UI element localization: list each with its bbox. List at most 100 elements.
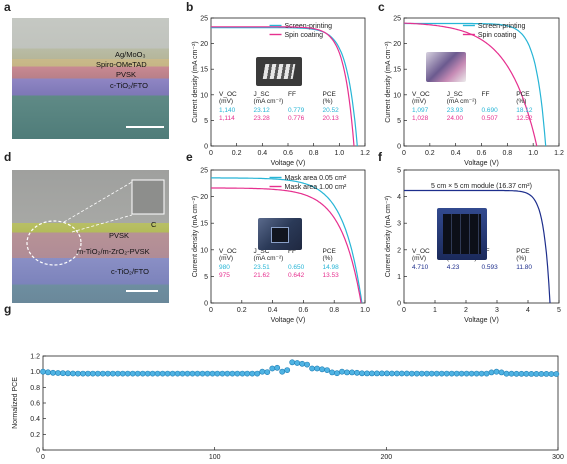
data-point-g-21 xyxy=(144,370,151,377)
data-point-g-18 xyxy=(129,370,136,377)
data-point-g-61 xyxy=(344,369,350,376)
data-point-g-100 xyxy=(538,370,545,377)
table-header-f-3: PCE xyxy=(516,248,530,255)
data-point-g-36 xyxy=(219,370,226,377)
table-header-unit-b-0: (mV) xyxy=(219,98,233,105)
table-cell-c-1-0: 1,028 xyxy=(412,115,429,122)
data-point-g-102 xyxy=(548,371,555,377)
sem-d-inset xyxy=(131,179,165,215)
data-point-g-62 xyxy=(349,369,355,376)
data-point-g-3 xyxy=(55,370,61,376)
data-point-g-41 xyxy=(244,370,251,377)
data-point-g-33 xyxy=(204,370,211,377)
y-tick-label-b-2: 10 xyxy=(200,92,208,99)
y-tick-label-c-1: 5 xyxy=(397,118,401,125)
x-tick-label-f-1: 1 xyxy=(433,307,437,314)
x-axis-label-c: Voltage (V) xyxy=(464,160,499,167)
y-tick-label-e-4: 20 xyxy=(200,194,208,201)
table-header-unit-c-0: (mV) xyxy=(412,98,426,105)
table-cell-c-0-1: 23.93 xyxy=(447,107,464,114)
table-cell-c-1-3: 12.52 xyxy=(516,115,533,122)
x-tick-label-c-3: 0.6 xyxy=(477,150,487,157)
table-header-unit-b-3: (%) xyxy=(323,98,333,105)
table-header-b-2: FF xyxy=(288,91,296,98)
series-line-c-1 xyxy=(403,22,538,147)
panel-label-c: c xyxy=(378,0,385,14)
table-cell-c-0-2: 0.690 xyxy=(482,107,499,114)
data-point-g-86 xyxy=(468,370,475,377)
sem-d-zoom-line-1 xyxy=(63,181,133,223)
sem-d-layer-mtio2: m-TiO₂/m-ZrO₂-PVSK xyxy=(77,247,150,256)
table-header-unit-f-3: (%) xyxy=(516,255,526,262)
table-cell-e-0-0: 980 xyxy=(219,264,230,271)
legend-label-c-1: Spin coating xyxy=(478,32,517,39)
plot-frame-c xyxy=(403,17,560,147)
y-tick-label-e-3: 15 xyxy=(200,221,208,228)
y-tick-label-f-0: 0 xyxy=(397,301,401,308)
data-point-g-43 xyxy=(254,370,261,377)
sem-d-layer-ctio2: c-TiO₂/FTO xyxy=(111,267,149,276)
y-tick-label-b-1: 5 xyxy=(204,118,208,125)
y-tick-label-g-0: 0 xyxy=(36,448,40,455)
data-point-g-98 xyxy=(528,370,535,377)
x-axis-label-b: Voltage (V) xyxy=(271,160,306,167)
sem-a-layer-spiro: Spiro-OMeTAD xyxy=(96,60,147,69)
data-point-g-85 xyxy=(463,370,470,377)
table-header-unit-c-3: (%) xyxy=(516,98,526,105)
data-point-g-8 xyxy=(80,370,86,377)
panel-label-f: f xyxy=(378,150,382,164)
data-point-g-91 xyxy=(493,368,500,375)
data-point-g-76 xyxy=(418,370,425,377)
data-point-g-44 xyxy=(259,368,266,375)
data-point-g-79 xyxy=(433,370,440,377)
x-tick-label-b-2: 0.4 xyxy=(257,150,267,157)
x-tick-label-g-2: 200 xyxy=(380,454,392,461)
x-tick-label-b-4: 0.8 xyxy=(309,150,319,157)
data-point-g-96 xyxy=(518,370,525,377)
x-tick-label-c-1: 0.2 xyxy=(425,150,435,157)
table-header-unit-c-1: (mA cm⁻²) xyxy=(447,98,477,105)
data-point-g-66 xyxy=(368,370,375,377)
data-point-g-5 xyxy=(65,370,71,377)
sem-d-zoom-line-2 xyxy=(71,214,133,233)
y-tick-label-c-5: 25 xyxy=(393,16,401,23)
x-tick-label-b-6: 1.2 xyxy=(360,150,370,157)
data-point-g-57 xyxy=(324,367,330,373)
data-point-g-25 xyxy=(164,370,171,377)
table-cell-b-0-3: 20.52 xyxy=(323,107,340,114)
data-point-g-59 xyxy=(334,370,340,377)
y-tick-label-g-6: 1.2 xyxy=(30,354,40,361)
data-point-g-97 xyxy=(523,370,530,377)
data-point-g-83 xyxy=(453,370,460,377)
y-axis-label-b: Current density (mA cm⁻²) xyxy=(192,41,199,123)
data-point-g-12 xyxy=(99,370,106,377)
data-point-g-19 xyxy=(134,370,141,377)
x-tick-label-f-4: 4 xyxy=(526,307,530,314)
data-point-g-70 xyxy=(388,370,395,377)
y-tick-label-g-2: 0.4 xyxy=(30,416,40,423)
data-point-g-47 xyxy=(274,364,281,371)
table-header-f-0: V_OC xyxy=(412,248,430,255)
table-cell-e-0-2: 0.650 xyxy=(288,264,305,271)
data-point-g-63 xyxy=(354,369,360,376)
table-cell-b-1-0: 1,114 xyxy=(219,115,235,122)
data-point-g-32 xyxy=(199,370,206,377)
table-cell-b-0-1: 23.12 xyxy=(254,107,271,114)
data-point-g-20 xyxy=(139,370,146,377)
data-point-g-34 xyxy=(209,370,216,377)
y-tick-label-g-1: 0.2 xyxy=(30,432,40,439)
table-cell-c-1-2: 0.507 xyxy=(482,115,499,122)
data-point-g-92 xyxy=(498,369,505,376)
table-header-c-3: PCE xyxy=(516,91,530,98)
data-point-g-99 xyxy=(533,370,540,377)
y-tick-label-c-0: 0 xyxy=(397,144,401,151)
table-cell-f-0-3: 11.80 xyxy=(516,264,532,271)
x-tick-label-e-3: 0.6 xyxy=(299,307,309,314)
x-tick-label-g-1: 100 xyxy=(209,454,221,461)
data-point-g-37 xyxy=(224,370,231,377)
y-tick-label-e-1: 5 xyxy=(204,274,208,281)
data-point-g-75 xyxy=(413,370,420,377)
sem-a-layer-agmoo3: Ag/MoO₃ xyxy=(115,50,146,59)
sem-image-d: C PVSK m-TiO₂/m-ZrO₂-PVSK c-TiO₂/FTO xyxy=(12,170,169,303)
x-tick-label-b-5: 1.0 xyxy=(334,150,344,157)
